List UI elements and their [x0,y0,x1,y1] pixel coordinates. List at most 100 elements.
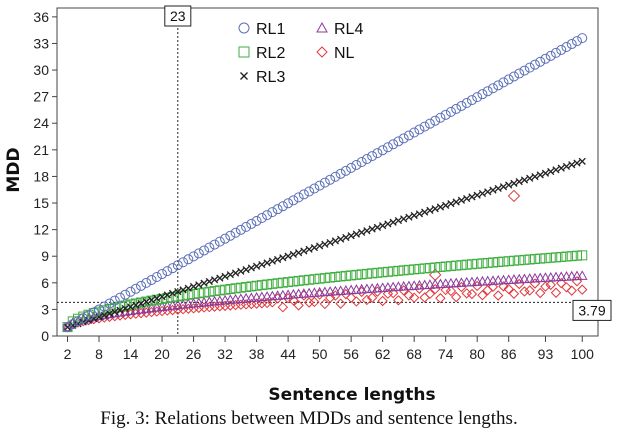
point-rl2 [409,264,420,275]
point-rl2 [309,274,320,285]
point-rl3 [384,220,392,228]
point-rl3 [179,286,187,294]
point-rl3 [305,245,313,253]
point-rl1 [535,56,546,67]
point-rl1 [487,83,498,94]
point-rl1 [524,62,535,73]
point-rl1 [519,65,530,76]
point-nl [435,293,446,304]
point-nl [261,297,273,309]
point-rl2 [183,289,194,300]
point-nl [508,288,520,299]
point-rl1 [419,121,430,132]
point-rl2 [487,257,498,268]
point-rl3 [363,227,371,235]
point-nl [419,292,430,303]
point-rl3 [247,264,255,272]
point-rl4 [566,270,578,281]
point-rl3 [489,186,497,194]
point-nl [146,306,157,318]
point-rl1 [246,218,257,229]
point-rl1 [409,127,420,138]
point-rl1 [272,204,283,215]
point-rl3 [184,284,192,292]
point-rl1 [566,39,577,50]
plot-frame [56,7,599,337]
point-nl [535,287,546,299]
point-rl1 [477,89,488,100]
point-rl3 [126,303,135,311]
point-rl2 [550,252,561,263]
point-rl3 [457,196,466,204]
point-rl2 [193,288,204,299]
point-rl2 [204,286,215,297]
point-rl3 [478,189,487,198]
point-rl3 [515,178,523,186]
point-rl3 [174,288,182,296]
point-rl3 [520,176,529,184]
legend-item-rl4: RL4 [316,21,363,38]
x-tick-label: 74 [438,346,454,362]
point-rl1 [424,118,435,129]
point-rl2 [209,286,220,297]
point-rl3 [442,201,450,209]
point-rl1 [340,165,351,176]
x-tick-label: 56 [343,346,359,362]
point-rl2 [340,270,351,281]
point-rl2 [566,251,577,262]
point-rl1 [335,168,346,179]
x-tick-label: 50 [312,346,328,362]
point-rl3 [210,276,219,284]
point-rl2 [372,267,383,278]
point-nl [408,292,420,303]
point-rl1 [73,316,84,327]
point-nl [566,285,577,296]
point-rl3 [368,225,376,233]
legend-item-nl: NL [316,45,355,62]
point-rl2 [451,260,462,271]
point-nl [324,292,336,304]
point-rl2 [298,275,309,286]
point-rl3 [216,274,224,282]
point-rl2 [398,265,409,276]
point-rl3 [326,238,334,247]
point-rl1 [225,230,236,241]
point-rl3 [163,291,171,299]
point-rl1 [267,207,278,218]
point-rl3 [153,294,161,302]
point-rl1 [382,142,393,153]
point-rl1 [514,68,525,79]
point-rl1 [377,145,388,156]
reference-lines: 233.79 [57,5,612,336]
point-rl1 [361,154,372,165]
point-rl1 [456,100,467,111]
point-rl1 [220,233,231,244]
point-rl2 [461,259,472,270]
series-rl3 [63,157,586,331]
point-rl1 [309,183,320,194]
series-rl1 [62,33,588,333]
point-rl2 [288,276,299,287]
point-rl4 [456,277,467,287]
point-nl [361,294,373,306]
point-rl4 [534,272,546,283]
point-rl3 [400,215,408,223]
point-rl3 [263,259,271,267]
legend-item-rl2: RL2 [238,45,285,62]
point-rl2 [230,283,241,294]
x-tick-label: 14 [123,346,139,362]
point-rl1 [314,180,325,191]
point-rl3 [310,244,318,252]
y-tick-label: 33 [33,35,49,51]
point-rl3 [431,205,439,213]
point-rl3 [578,157,586,165]
legend-label-rl1: RL1 [256,21,285,38]
point-nl [319,298,331,310]
point-rl2 [508,255,519,266]
y-tick-label: 0 [41,328,49,344]
horizontal-reference-box [572,299,612,321]
point-rl3 [410,211,418,220]
vertical-reference-box [164,5,192,27]
point-rl3 [321,240,329,248]
